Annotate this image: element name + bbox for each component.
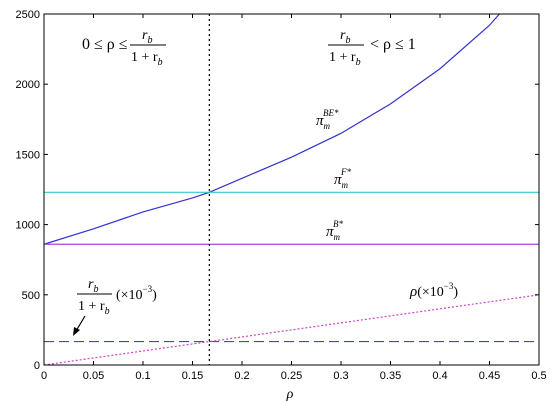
pi-b-label: πmB* — [326, 219, 344, 242]
x-tick-label: 0.45 — [479, 370, 500, 382]
svg-text:rb: rb — [340, 28, 350, 46]
y-tick-label: 1500 — [16, 149, 40, 161]
region-left-label: 0 ≤ ρ ≤ rb 1 + rb — [82, 28, 166, 68]
x-tick-label: 0.4 — [432, 370, 447, 382]
svg-text:1 + rb: 1 + rb — [78, 299, 110, 317]
series-line-rho — [43, 294, 540, 366]
y-tick-label: 1000 — [16, 220, 40, 232]
svg-text:(×10−3): (×10−3) — [116, 284, 157, 303]
svg-text:rb: rb — [142, 28, 152, 46]
pi-be-label: πmBE* — [316, 108, 339, 131]
svg-text:rb: rb — [88, 277, 98, 295]
y-tick-label: 0 — [34, 360, 40, 372]
x-tick-label: 0.1 — [135, 370, 150, 382]
x-tick-label: 0.35 — [380, 370, 401, 382]
y-tick-label: 500 — [22, 290, 40, 302]
x-tick-label: 0.5 — [531, 370, 546, 382]
plot-frame — [43, 13, 540, 366]
y-tick-label: 2000 — [16, 79, 40, 91]
svg-text:1 + rb: 1 + rb — [131, 50, 163, 68]
series-line-pi_BE — [43, 13, 500, 245]
x-tick-label: 0 — [41, 370, 47, 382]
rho-label: ρ(×10−3) — [409, 281, 458, 300]
rb-ratio-label: rb 1 + rb (×10−3) — [77, 277, 157, 317]
rb-arrow — [73, 315, 86, 336]
x-tick-label: 0.15 — [182, 370, 203, 382]
y-tick-label: 2500 — [16, 9, 40, 21]
svg-text:< ρ ≤ 1: < ρ ≤ 1 — [370, 36, 416, 53]
x-tick-label: 0.25 — [281, 370, 302, 382]
x-axis: 0 0.05 0.1 0.15 0.2 0.25 0.3 0.35 0.4 0.45 0.5 — [41, 14, 547, 382]
x-tick-label: 0.3 — [333, 370, 348, 382]
x-tick-label: 0.2 — [234, 370, 249, 382]
region-right-label: rb 1 + rb < ρ ≤ 1 — [328, 28, 416, 68]
plot-lines — [43, 13, 540, 366]
x-axis-label: ρ — [286, 387, 294, 402]
svg-text:1 + rb: 1 + rb — [329, 50, 361, 68]
y-axis: 0 500 1000 1500 2000 2500 — [16, 9, 539, 372]
pi-f-label: πmF* — [334, 167, 352, 190]
svg-text:0 ≤ ρ ≤: 0 ≤ ρ ≤ — [82, 36, 128, 53]
x-tick-label: 0.05 — [83, 370, 104, 382]
